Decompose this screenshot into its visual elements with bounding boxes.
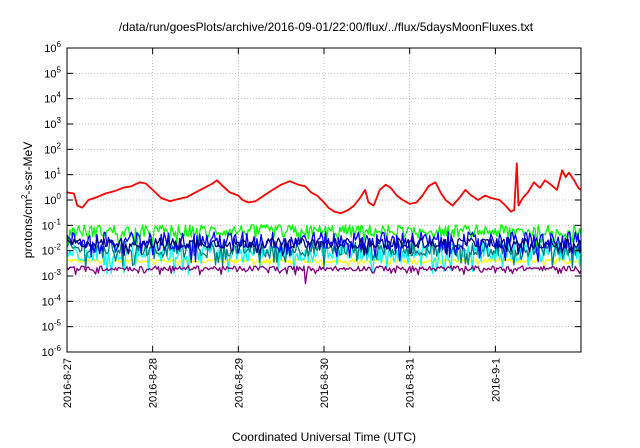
chart-title: /data/run/goesPlots/archive/2016-09-01/2… [119, 20, 534, 34]
series-line-6 [66, 265, 582, 285]
x-axis: 2016-8-27 2016-8-28 2016-8-29 2016-8-30 2016… [62, 48, 502, 408]
x-tick-label: 2016-9-1 [490, 358, 502, 402]
y-tick-label: 10-4 [42, 293, 62, 308]
y-tick-label: 101 [44, 167, 61, 182]
y-tick-label: 100 [44, 192, 61, 207]
y-tick-label: 105 [44, 65, 61, 80]
series-line-5 [66, 237, 582, 257]
y-tick-label: 10-5 [42, 319, 62, 334]
x-tick-label: 2016-8-31 [405, 358, 417, 408]
y-tick-label: 106 [44, 40, 61, 55]
x-tick-label: 2016-8-28 [148, 358, 160, 408]
series-line-7 [66, 162, 582, 215]
x-tick-label: 2016-8-30 [319, 358, 331, 408]
y-tick-label: 104 [44, 91, 61, 106]
x-tick-label: 2016-8-29 [233, 358, 245, 408]
y-tick-label: 103 [44, 116, 61, 131]
y-axis: 106 105 104 103 102 101 100 10-1 10-2 10-3 10-4 10-… [42, 40, 581, 359]
y-tick-label: 10-3 [42, 268, 62, 283]
y-tick-label: 10-6 [42, 344, 62, 359]
x-axis-label: Coordinated Universal Time (UTC) [232, 430, 416, 444]
y-axis-label: protons/cm2-s-sr-MeV [20, 142, 35, 258]
series-group [66, 162, 582, 285]
series-line-3 [66, 223, 582, 248]
x-tick-label: 2016-8-27 [62, 358, 74, 408]
y-tick-label: 10-1 [42, 217, 62, 232]
series-line-4 [66, 231, 582, 263]
grid [67, 47, 581, 353]
y-tick-label: 102 [44, 141, 61, 156]
y-tick-label: 10-2 [42, 243, 62, 258]
